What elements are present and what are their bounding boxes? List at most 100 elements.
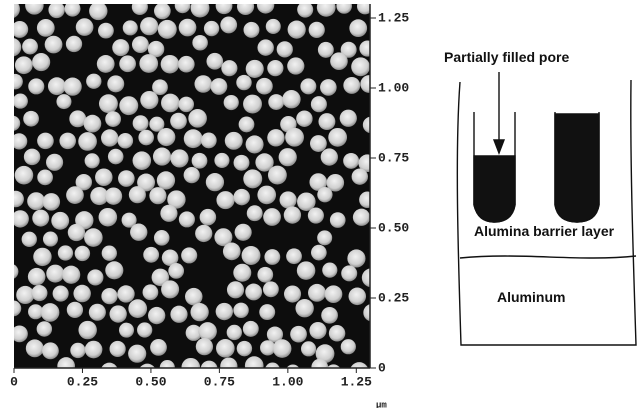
particle	[14, 115, 21, 131]
particle	[42, 231, 58, 247]
particle	[361, 268, 370, 288]
particle	[181, 247, 198, 264]
particle	[156, 171, 176, 190]
particle	[223, 94, 239, 111]
particle	[149, 116, 165, 132]
particle	[221, 60, 238, 77]
particle	[226, 281, 245, 299]
particle	[349, 19, 368, 38]
particle	[101, 129, 119, 147]
particle	[51, 211, 70, 230]
particle	[322, 262, 338, 278]
particle	[328, 325, 346, 342]
particle	[161, 249, 179, 267]
particle	[32, 209, 50, 227]
particle	[309, 135, 327, 152]
particle	[118, 322, 135, 338]
particle	[139, 363, 155, 368]
particle	[181, 357, 201, 368]
particle	[352, 208, 370, 226]
particle	[308, 21, 325, 38]
particle	[69, 110, 87, 128]
particle	[245, 283, 263, 301]
outline	[456, 79, 637, 346]
particle	[130, 223, 148, 241]
particle	[234, 223, 252, 241]
particle	[14, 56, 33, 75]
particle	[62, 265, 81, 284]
particle	[66, 186, 84, 204]
particle	[192, 35, 208, 51]
particle	[326, 173, 345, 192]
particle	[44, 35, 63, 54]
particle	[109, 305, 127, 323]
particle	[101, 245, 117, 261]
particle	[309, 173, 328, 191]
particle	[317, 41, 334, 58]
interface-line	[459, 255, 637, 259]
particle	[137, 173, 156, 192]
particle	[132, 115, 149, 132]
particle	[215, 302, 233, 321]
particle	[151, 268, 170, 287]
particle	[119, 55, 136, 73]
particle	[195, 337, 214, 356]
particle	[236, 4, 255, 16]
particle	[195, 224, 213, 243]
particle	[343, 76, 361, 94]
particle	[87, 269, 104, 286]
particle	[356, 4, 370, 15]
particle	[41, 342, 59, 360]
particle	[236, 340, 253, 357]
particle	[161, 93, 180, 113]
particle	[200, 132, 217, 149]
particle	[245, 135, 264, 154]
particle	[236, 74, 252, 91]
particle	[104, 187, 123, 205]
particle	[328, 127, 348, 147]
particle	[47, 77, 66, 96]
particle	[259, 304, 276, 321]
particle	[22, 38, 38, 55]
particle	[117, 132, 134, 149]
particle	[117, 285, 135, 303]
barrier-label: Alumina barrier layer	[474, 223, 615, 239]
particle	[279, 191, 297, 209]
particle	[203, 20, 220, 37]
particle	[300, 78, 317, 95]
particle	[348, 287, 367, 306]
particle	[28, 78, 45, 95]
particle	[63, 77, 82, 96]
particle	[360, 75, 370, 93]
particle	[101, 362, 118, 368]
particle	[257, 266, 274, 283]
particle	[36, 19, 55, 37]
particle	[340, 41, 357, 58]
particle	[244, 356, 264, 368]
particle	[226, 324, 242, 341]
particle	[317, 187, 333, 203]
particle	[14, 165, 34, 185]
x-tick-label: 0.25	[67, 374, 98, 389]
particle	[170, 149, 189, 168]
particle	[148, 306, 166, 325]
particle	[214, 152, 230, 168]
diagram-title: Partially filled pore	[444, 49, 569, 65]
particle	[101, 287, 118, 305]
particle	[96, 55, 115, 73]
particle	[233, 188, 250, 206]
particle	[14, 210, 29, 228]
particle	[359, 40, 370, 57]
particle	[190, 303, 209, 322]
particle	[267, 129, 285, 147]
particle	[159, 359, 175, 368]
particle	[278, 148, 297, 167]
particle	[152, 147, 172, 166]
particle	[84, 228, 103, 247]
particle	[23, 110, 39, 127]
particle	[14, 20, 29, 38]
particle	[14, 264, 19, 279]
particle	[40, 303, 60, 322]
x-tick-label: 0	[10, 374, 18, 389]
